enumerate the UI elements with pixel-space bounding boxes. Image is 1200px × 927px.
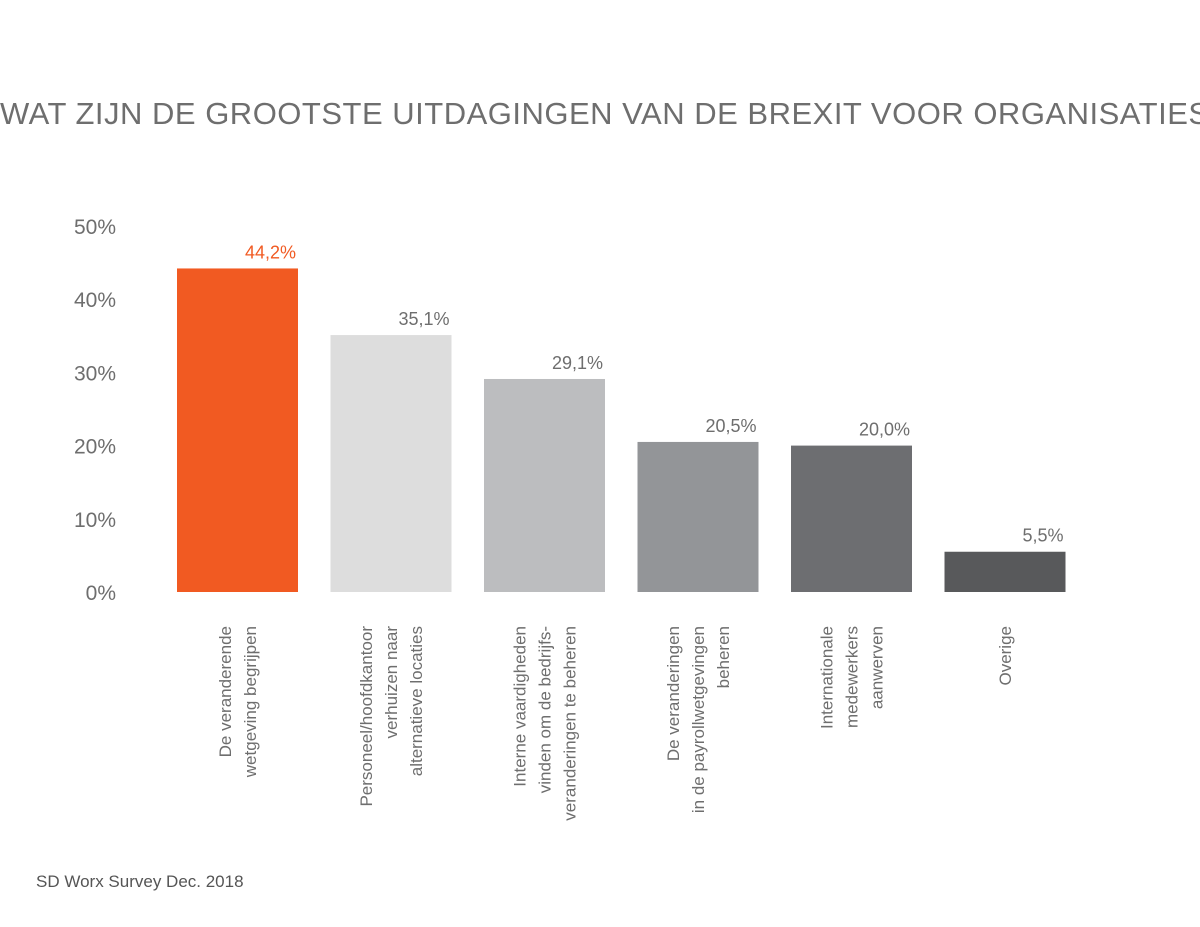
bar-value-label: 35,1%: [398, 309, 449, 329]
category-label-line: Personeel/hoofdkantoor: [357, 626, 376, 807]
category-label-line: alternatieve locaties: [407, 626, 426, 776]
y-tick-label: 0%: [86, 582, 116, 605]
bar-value-label: 5,5%: [1022, 526, 1063, 546]
category-label-line: Internationale: [818, 626, 837, 729]
y-tick-label: 30%: [74, 362, 116, 385]
bar: [944, 551, 1066, 592]
category-label-line: Overige: [996, 626, 1015, 686]
y-tick-label: 10%: [74, 509, 116, 532]
bar: [330, 335, 452, 592]
category-label: Interne vaardigheden vinden om de bedrijf…: [511, 626, 580, 821]
category-label: Internationale medewerkers aanwerven: [818, 626, 887, 729]
chart-title: WAT ZIJN DE GROOTSTE UITDAGINGEN VAN DE …: [0, 96, 1200, 131]
bar: [177, 268, 298, 592]
category-label-line: De veranderingen: [664, 626, 683, 761]
category-label: De veranderingen in de payrollwetgevingen…: [664, 626, 733, 813]
bars: [177, 268, 1066, 592]
category-labels: De veranderende wetgeving begrijpen Person…: [216, 626, 1015, 821]
bar: [637, 441, 759, 592]
y-tick-label: 50%: [74, 216, 116, 239]
category-label-line: wetgeving begrijpen: [241, 626, 260, 778]
bar-value-label: 44,2%: [245, 242, 296, 262]
bar: [791, 445, 912, 592]
category-label-line: aanwerven: [868, 626, 887, 709]
category-label-line: Interne vaardigheden: [511, 626, 530, 787]
bar: [484, 378, 605, 592]
category-label: Personeel/hoofdkantoor verhuizen naar alte…: [357, 626, 426, 807]
category-label: Overige: [996, 626, 1015, 686]
bar-value-label: 20,5%: [705, 416, 756, 436]
category-label-line: beheren: [714, 626, 733, 688]
bar-value-label: 20,0%: [859, 420, 910, 440]
bar-chart: 0% 10% 20% 30% 40% 50% 44,2% 35,1% 29,1% 20,5% 20…: [74, 216, 1066, 821]
category-label-line: vinden om de bedrijfs-: [536, 626, 555, 793]
source-note: SD Worx Survey Dec. 2018: [36, 872, 244, 891]
category-label: De veranderende wetgeving begrijpen: [216, 626, 260, 778]
y-tick-label: 40%: [74, 289, 116, 312]
bar-value-label: 29,1%: [552, 353, 603, 373]
y-tick-label: 20%: [74, 436, 116, 459]
value-labels: 44,2% 35,1% 29,1% 20,5% 20,0% 5,5%: [245, 242, 1064, 545]
y-axis: 0% 10% 20% 30% 40% 50%: [74, 216, 116, 605]
category-label-line: veranderingen te beheren: [561, 626, 580, 821]
category-label-line: medewerkers: [843, 626, 862, 728]
category-label-line: verhuizen naar: [382, 626, 401, 739]
category-label-line: De veranderende: [216, 626, 235, 757]
category-label-line: in de payrollwetgevingen: [689, 626, 708, 813]
